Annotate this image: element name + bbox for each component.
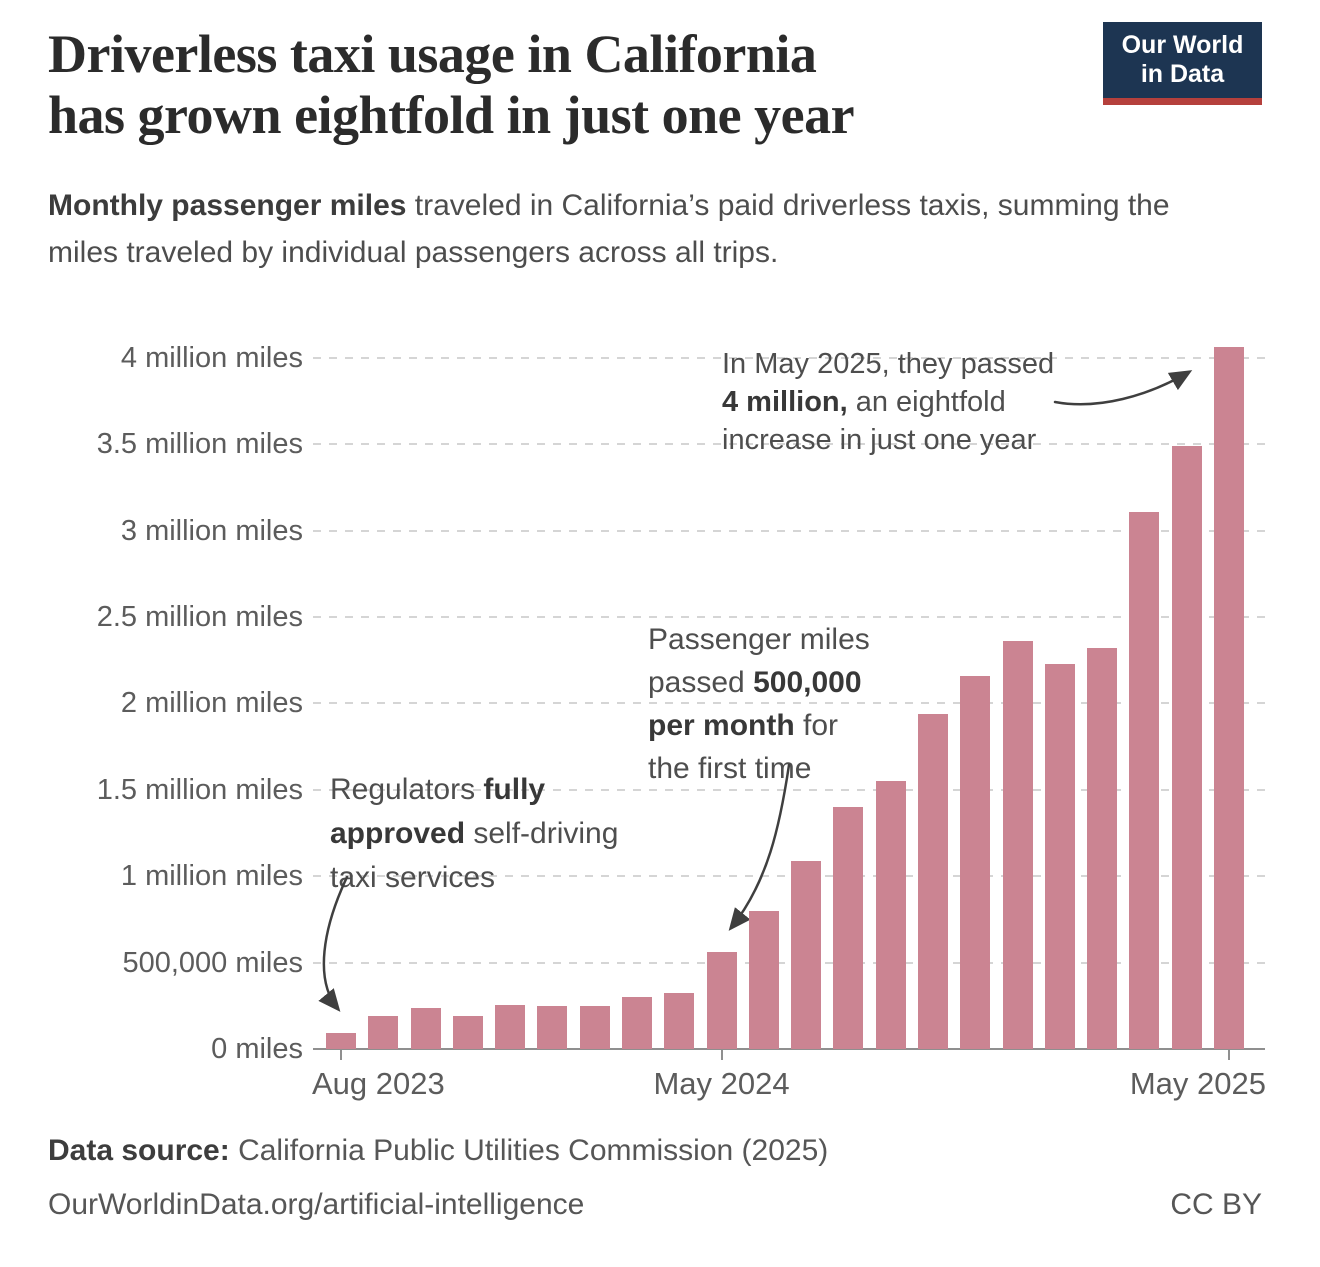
bar xyxy=(326,1033,356,1049)
bar xyxy=(706,952,737,1049)
title-line-2: has grown eightfold in just one year xyxy=(48,85,855,145)
data-source: Data source: California Public Utilities… xyxy=(48,1134,828,1168)
annotation-line: increase in just one year xyxy=(722,424,1037,456)
data-source-text: California Public Utilities Commission (… xyxy=(229,1134,829,1167)
gridline xyxy=(313,356,1265,359)
bar xyxy=(791,861,822,1049)
x-axis-tick xyxy=(340,1049,342,1060)
bar xyxy=(495,1005,526,1049)
y-axis-label: 500,000 miles xyxy=(122,946,303,979)
y-axis-label: 0 miles xyxy=(211,1033,303,1065)
bar xyxy=(1214,347,1244,1049)
owid-logo-line-1: Our World xyxy=(1121,31,1244,59)
owid-logo: Our World in Data xyxy=(1103,22,1262,105)
y-axis-label: 1.5 million miles xyxy=(96,773,303,806)
y-axis-label: 3.5 million miles xyxy=(96,428,303,461)
bar xyxy=(622,997,652,1049)
owid-logo-red-strip xyxy=(1103,98,1262,105)
bar xyxy=(579,1006,610,1049)
annotation-line: In May 2025, they passed xyxy=(722,348,1055,380)
bar xyxy=(1129,512,1160,1049)
bar xyxy=(1044,664,1075,1049)
bar xyxy=(368,1016,399,1049)
license-badge: CC BY xyxy=(1170,1188,1262,1221)
gridline xyxy=(313,616,1265,618)
annotation-line: 4 million, an eightfold xyxy=(722,386,1006,418)
x-axis-label: Aug 2023 xyxy=(312,1066,445,1101)
bar xyxy=(1002,641,1033,1049)
y-axis-label: 1 million miles xyxy=(120,860,303,893)
subtitle-rest: traveled in California’s paid driverless… xyxy=(48,189,1170,269)
title-line-1: Driverless taxi usage in California xyxy=(48,24,817,84)
bar xyxy=(1171,446,1202,1049)
bar xyxy=(748,911,779,1049)
owid-logo-line-2: in Data xyxy=(1140,60,1225,88)
annotation-line: per month for xyxy=(648,709,839,742)
bar-chart: Regulators fully approved self-driving t… xyxy=(0,330,1320,1130)
bar xyxy=(918,714,948,1049)
owid-url: OurWorldinData.org/artificial-intelligen… xyxy=(48,1188,585,1221)
y-axis-label: 4 million miles xyxy=(120,341,303,374)
bar xyxy=(875,781,906,1049)
annotation-regulators: Regulators fully approved self-driving t… xyxy=(330,768,618,900)
data-source-label: Data source: xyxy=(48,1134,230,1167)
bar xyxy=(833,807,864,1049)
page-title: Driverless taxi usage in California has … xyxy=(48,24,855,146)
bar xyxy=(452,1016,483,1049)
annotation-line: Regulators fully xyxy=(330,773,546,806)
bar xyxy=(537,1006,568,1049)
x-axis-tick xyxy=(720,1049,723,1060)
bar xyxy=(1087,648,1118,1049)
arrow-to-may-2025 xyxy=(1053,370,1193,406)
y-axis-label: 3 million miles xyxy=(120,514,303,547)
bar xyxy=(410,1008,441,1049)
gridline xyxy=(313,702,1265,705)
x-axis-label: May 2024 xyxy=(653,1066,790,1101)
y-axis-label: 2 million miles xyxy=(120,687,303,720)
y-axis-label: 2.5 million miles xyxy=(96,601,303,633)
x-axis-label: May 2025 xyxy=(1129,1066,1266,1101)
x-axis-tick xyxy=(1228,1049,1230,1060)
subtitle-bold: Monthly passenger miles xyxy=(48,189,407,222)
annotation-line: Passenger miles xyxy=(648,623,870,656)
gridline xyxy=(313,961,1265,964)
annotation-line: taxi services xyxy=(330,861,496,894)
annotation-passed-500k: Passenger miles passed 500,000 per month… xyxy=(648,618,870,790)
annotation-line: passed 500,000 xyxy=(648,666,862,699)
annotation-line: approved self-driving xyxy=(330,817,619,850)
annotation-line: the first time xyxy=(648,752,812,785)
chart-subtitle: Monthly passenger miles traveled in Cali… xyxy=(48,182,1198,276)
x-axis-baseline xyxy=(313,1048,1265,1050)
gridline xyxy=(313,529,1265,532)
gridline xyxy=(313,443,1265,446)
bar xyxy=(664,993,695,1049)
annotation-passed-4m: In May 2025, they passed 4 million, an e… xyxy=(722,345,1054,459)
bar xyxy=(960,676,991,1049)
